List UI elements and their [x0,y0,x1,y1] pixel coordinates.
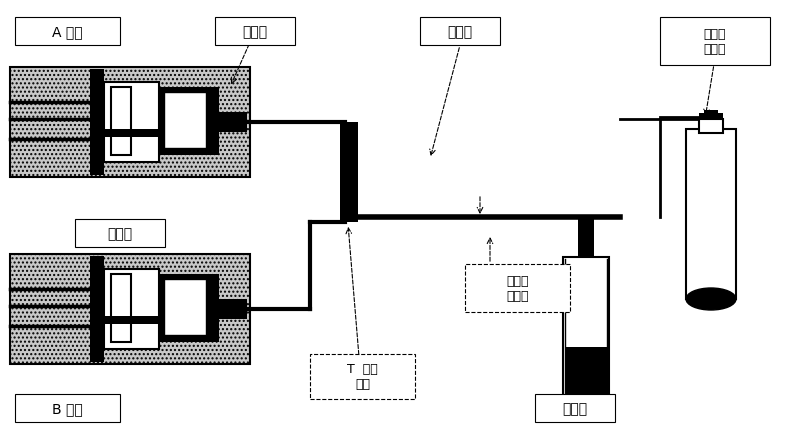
Bar [565,347,607,405]
Bar [164,93,206,148]
Bar [15,394,120,422]
Text: 温度控
制区域: 温度控 制区域 [506,274,529,302]
Bar [704,111,718,121]
Bar [104,130,159,138]
Bar [104,83,159,162]
Text: 附加压
力装置: 附加压 力装置 [704,28,726,56]
Bar [159,274,219,342]
Bar [699,120,723,134]
Text: 注射泵: 注射泵 [107,226,133,240]
Bar [219,299,247,319]
Bar [159,88,219,155]
Bar [686,130,736,299]
Text: 毛细管: 毛细管 [447,25,473,39]
Ellipse shape [686,288,736,310]
Bar [215,18,295,46]
Bar [420,18,500,46]
Bar [15,18,120,46]
Text: B 溶液: B 溶液 [52,401,83,415]
Bar [660,18,770,66]
Bar [75,219,165,247]
Bar [340,123,358,223]
Text: 注射器: 注射器 [242,25,267,39]
Bar [699,114,723,119]
Text: 收集器: 收集器 [562,401,587,415]
Bar [104,269,159,349]
Bar [535,394,615,422]
Bar [219,113,247,133]
Text: T  型连
接器: T 型连 接器 [347,363,378,391]
Bar [563,258,609,407]
Bar [465,265,570,312]
Bar [578,218,594,258]
Bar [104,316,159,324]
Bar [90,256,104,362]
Bar [10,254,250,364]
Bar [164,279,206,335]
Text: A 溶液: A 溶液 [52,25,83,39]
Bar [90,70,104,176]
Bar [310,354,415,399]
Bar [111,88,131,155]
Bar [10,68,250,177]
Bar [111,274,131,342]
